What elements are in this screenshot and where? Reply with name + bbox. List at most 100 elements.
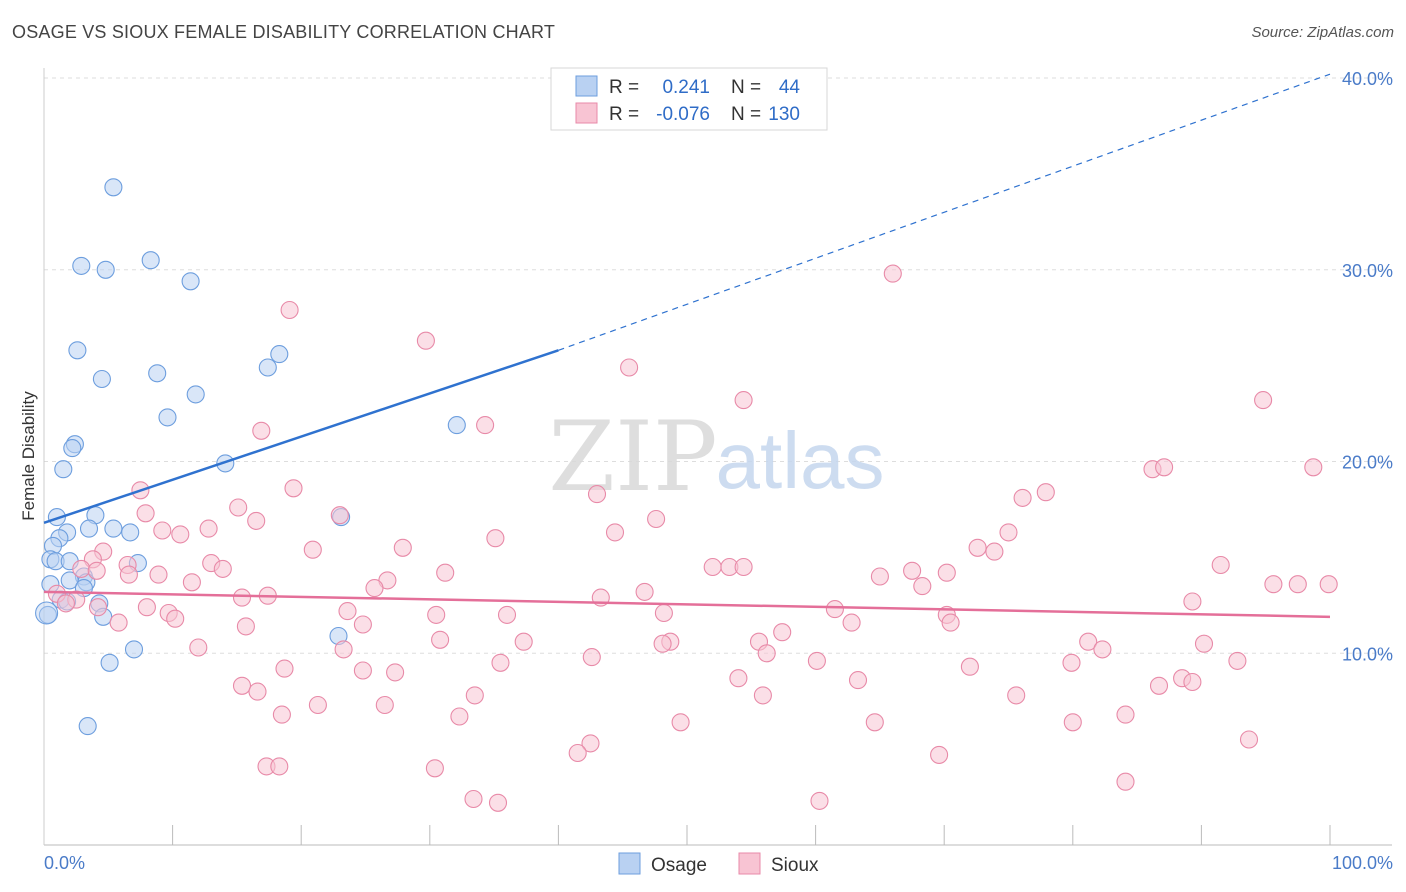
osage-point-2 xyxy=(72,256,91,275)
sioux-point-62 xyxy=(88,598,108,617)
watermark-zip: ZIP xyxy=(548,401,717,513)
x-tick-label-1: 100.0% xyxy=(1332,853,1393,873)
sioux-points xyxy=(47,264,1338,812)
sioux-point-127 xyxy=(810,791,829,810)
legend-r-label-sioux: R = xyxy=(609,104,639,125)
sioux-point-87 xyxy=(334,640,353,659)
osage-point-8 xyxy=(148,364,167,383)
osage-point-22 xyxy=(104,519,123,538)
y-tick-label-0: 10.0% xyxy=(1342,644,1393,664)
sioux-point-3 xyxy=(620,358,639,377)
sioux-trend-line xyxy=(43,590,1331,619)
sioux-point-52 xyxy=(1264,575,1283,594)
sioux-point-122 xyxy=(270,757,289,776)
sioux-point-36 xyxy=(72,559,91,578)
sioux-point-4 xyxy=(734,391,753,410)
series-legend: Osage Sioux xyxy=(618,852,819,876)
legend-r-label-osage: R = xyxy=(609,77,639,98)
osage-point-0 xyxy=(104,178,123,197)
y-tick-labels: 10.0% 20.0% 30.0% 40.0% xyxy=(1342,69,1393,664)
sioux-point-102 xyxy=(1149,676,1169,695)
sioux-point-79 xyxy=(431,630,450,649)
osage-point-17 xyxy=(47,508,66,527)
sioux-point-123 xyxy=(425,759,444,778)
sioux-point-53 xyxy=(1288,575,1307,594)
sioux-point-24 xyxy=(605,523,625,542)
sioux-point-117 xyxy=(1239,730,1259,749)
sioux-point-73 xyxy=(109,613,128,632)
osage-point-42 xyxy=(100,653,119,672)
osage-point-large xyxy=(35,601,59,625)
legend-n-label-sioux: N = xyxy=(731,104,761,125)
sioux-point-118 xyxy=(581,734,600,753)
y-tick-label-1: 20.0% xyxy=(1342,453,1393,473)
sioux-point-126 xyxy=(488,793,508,812)
sioux-point-5 xyxy=(1254,391,1273,410)
osage-point-21 xyxy=(79,519,99,538)
osage-point-6 xyxy=(270,345,289,364)
osage-point-7 xyxy=(258,358,277,377)
sioux-point-25 xyxy=(486,529,505,548)
sioux-point-14 xyxy=(1036,483,1055,502)
y-tick-label-2: 30.0% xyxy=(1342,261,1393,281)
sioux-point-100 xyxy=(848,671,868,690)
sioux-point-94 xyxy=(491,653,510,672)
osage-point-41 xyxy=(124,640,144,659)
sioux-point-34 xyxy=(703,557,722,577)
sioux-point-111 xyxy=(375,695,394,715)
sioux-point-91 xyxy=(1093,640,1112,659)
sioux-point-88 xyxy=(582,648,601,667)
osage-point-43 xyxy=(78,717,97,736)
sioux-point-67 xyxy=(427,605,446,624)
stats-legend: R = 0.241 N = 44 R = -0.076 N = 130 xyxy=(550,67,828,131)
chart-title: OSAGE VS SIOUX FEMALE DISABILITY CORRELA… xyxy=(12,22,556,42)
legend-n-value-sioux: 130 xyxy=(768,104,800,125)
sioux-point-26 xyxy=(999,523,1018,542)
sioux-point-22 xyxy=(199,519,218,538)
osage-point-15 xyxy=(216,454,235,473)
osage-point-3 xyxy=(96,260,115,279)
osage-point-12 xyxy=(447,416,466,435)
sioux-point-93 xyxy=(232,676,252,695)
sioux-point-84 xyxy=(1079,632,1098,651)
osage-point-4 xyxy=(181,272,200,291)
sioux-point-96 xyxy=(386,663,405,682)
sioux-point-108 xyxy=(753,686,772,705)
osage-point-5 xyxy=(68,341,87,360)
sioux-point-76 xyxy=(842,613,861,632)
osage-point-1 xyxy=(141,251,160,270)
sioux-point-89 xyxy=(757,644,776,663)
osage-trend-extension xyxy=(558,73,1331,351)
sioux-point-17 xyxy=(136,504,155,523)
sioux-point-58 xyxy=(232,588,252,607)
osage-point-23 xyxy=(121,523,140,542)
sioux-point-47 xyxy=(870,567,889,586)
x-tick-label-0: 0.0% xyxy=(44,853,85,873)
sioux-point-106 xyxy=(248,682,267,701)
sioux-point-6 xyxy=(476,416,495,435)
legend-r-value-sioux: -0.076 xyxy=(656,104,710,125)
sioux-point-44 xyxy=(1211,555,1230,575)
x-tick-labels: 0.0% 100.0% xyxy=(44,853,1393,873)
legend-n-value-osage: 44 xyxy=(779,77,801,98)
sioux-point-9 xyxy=(1155,458,1174,477)
sioux-point-42 xyxy=(903,561,922,580)
sioux-point-78 xyxy=(773,623,792,642)
sioux-point-116 xyxy=(1063,713,1082,732)
sioux-point-115 xyxy=(865,713,884,732)
sioux-point-70 xyxy=(825,600,844,619)
sioux-point-68 xyxy=(497,605,517,624)
sioux-point-113 xyxy=(450,707,469,726)
sioux-point-30 xyxy=(985,542,1004,561)
sioux-point-74 xyxy=(236,617,255,636)
legend-r-value-osage: 0.241 xyxy=(662,77,710,98)
sioux-point-98 xyxy=(275,659,294,678)
sioux-point-51 xyxy=(913,577,932,596)
sioux-point-92 xyxy=(1228,651,1247,670)
sioux-point-19 xyxy=(647,509,666,529)
sioux-point-20 xyxy=(247,511,266,530)
series-legend-label-sioux: Sioux xyxy=(771,855,819,876)
sioux-point-119 xyxy=(568,743,587,763)
sioux-point-15 xyxy=(1013,488,1032,507)
